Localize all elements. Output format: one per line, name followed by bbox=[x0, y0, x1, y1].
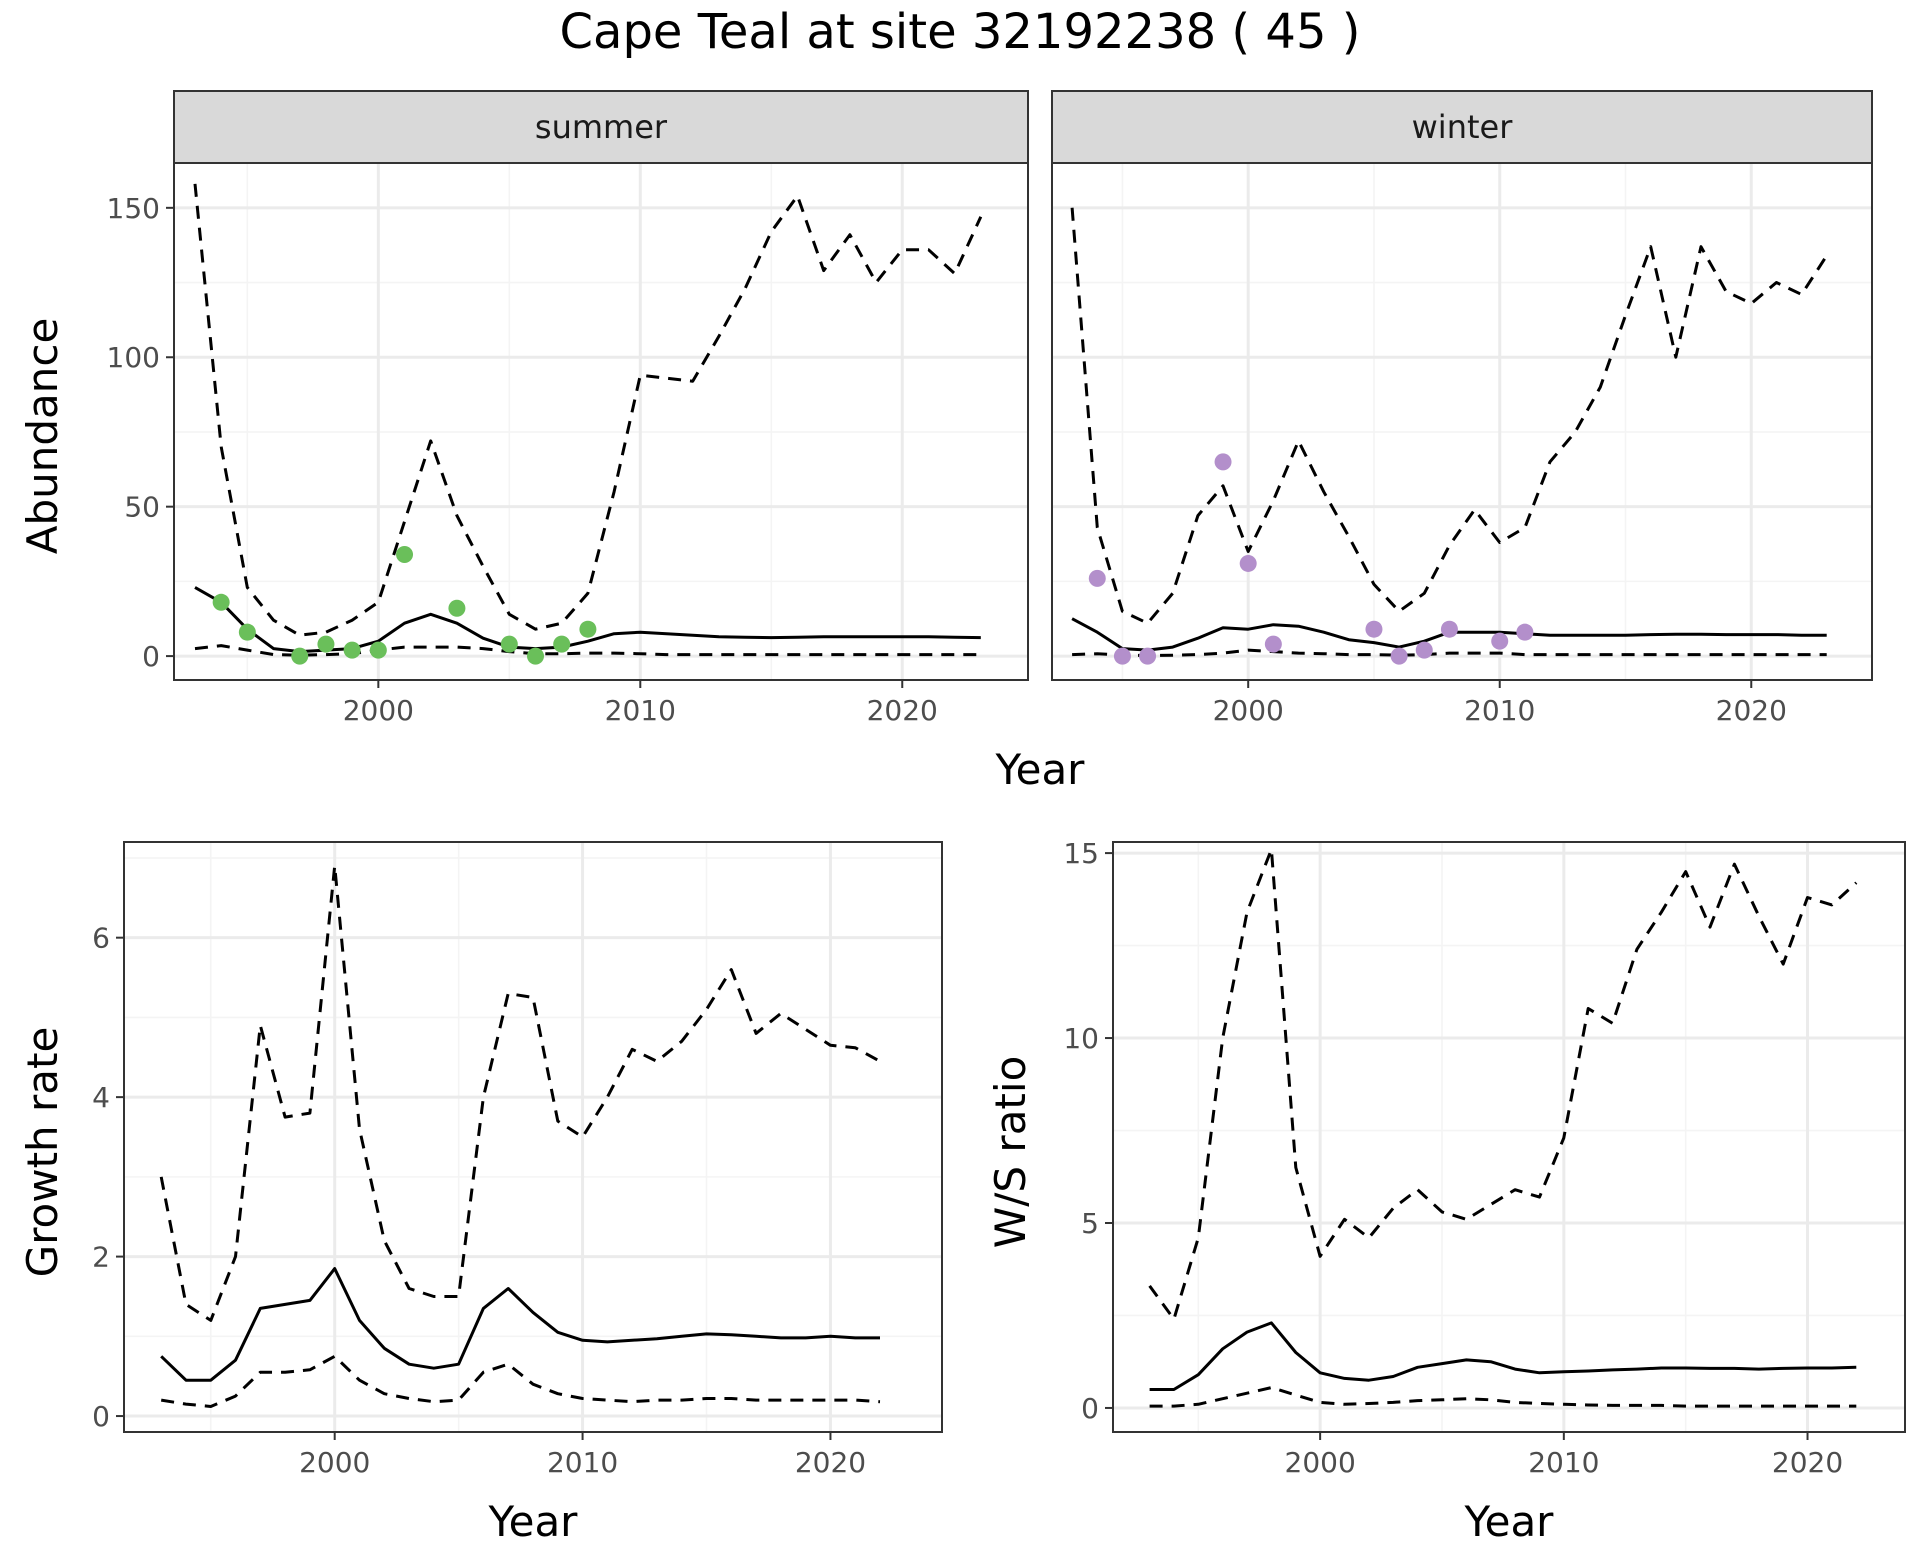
facet-strip bbox=[1051, 90, 1873, 164]
panel-ratio: 2000 2010 2020 0 5 10 15 Year W/S ratio bbox=[986, 837, 1906, 1546]
data-point bbox=[238, 623, 256, 641]
series-upper-line bbox=[1070, 207, 1828, 625]
series-lower-line bbox=[1072, 648, 1827, 657]
y-tick-label: 50 bbox=[124, 491, 160, 524]
panel-summer: summer 2000 2010 2020 0 50 100 150 Abundance bbox=[18, 90, 1029, 727]
y-tick-label: 0 bbox=[92, 1400, 110, 1433]
data-point bbox=[1113, 647, 1131, 665]
facet-strip-label: winter bbox=[1412, 108, 1514, 146]
y-axis-label: W/S ratio bbox=[986, 1056, 1035, 1249]
y-tick-label: 15 bbox=[1063, 837, 1099, 870]
y-tick-label: 0 bbox=[1081, 1392, 1099, 1425]
data-point bbox=[212, 593, 230, 611]
figure-title: Cape Teal at site 32192238 ( 45 ) bbox=[560, 4, 1361, 60]
y-tick-label: 0 bbox=[142, 640, 160, 673]
data-point bbox=[1214, 453, 1232, 471]
y-tick-label: 5 bbox=[1081, 1207, 1099, 1240]
x-axis-label: Year bbox=[1464, 1497, 1555, 1546]
data-point bbox=[1365, 620, 1383, 638]
series-upper-line bbox=[159, 864, 881, 1322]
x-tick-label: 2010 bbox=[547, 1446, 618, 1479]
y-tick-label: 100 bbox=[107, 341, 160, 374]
series-mean-line bbox=[160, 1267, 880, 1382]
panel-border bbox=[123, 841, 943, 1433]
y-axis-label: Growth rate bbox=[18, 1027, 67, 1278]
x-tick-label: 2000 bbox=[343, 694, 414, 727]
x-tick-label: 2010 bbox=[605, 694, 676, 727]
data-point bbox=[579, 620, 597, 638]
data-point bbox=[500, 635, 518, 653]
data-point bbox=[1491, 632, 1509, 650]
x-tick-label: 2010 bbox=[1528, 1446, 1599, 1479]
x-tick-label: 2020 bbox=[795, 1446, 866, 1479]
series-upper-line bbox=[1148, 847, 1858, 1321]
y-tick-label: 2 bbox=[92, 1241, 110, 1274]
plot-area bbox=[124, 842, 942, 1432]
data-point bbox=[1390, 647, 1408, 665]
panel-growth: 2000 2010 2020 0 2 4 6 Year Growth rate bbox=[18, 841, 943, 1546]
data-point bbox=[448, 599, 466, 617]
series-mean-line bbox=[1149, 1321, 1857, 1391]
data-point bbox=[291, 647, 309, 665]
x-tick-label: 2010 bbox=[1464, 694, 1535, 727]
x-tick-label: 2000 bbox=[1213, 694, 1284, 727]
data-point bbox=[343, 641, 361, 659]
series-lower-line bbox=[160, 1354, 881, 1408]
series-upper-line bbox=[193, 183, 983, 637]
data-point bbox=[1415, 641, 1433, 659]
data-point bbox=[369, 641, 387, 659]
y-tick-label: 6 bbox=[92, 922, 110, 955]
panel-winter: winter 2000 2010 2020 bbox=[1051, 90, 1873, 727]
x-tick-label: 2020 bbox=[867, 694, 938, 727]
data-point bbox=[317, 635, 335, 653]
facet-strip bbox=[173, 90, 1029, 164]
facet-strip-label: summer bbox=[535, 108, 668, 146]
plot-area bbox=[174, 163, 1028, 680]
data-point bbox=[1139, 647, 1157, 665]
data-point bbox=[1264, 635, 1282, 653]
panel-border bbox=[1112, 841, 1906, 1433]
top-x-axis-label: Year bbox=[995, 745, 1086, 794]
data-point bbox=[1239, 554, 1257, 572]
x-tick-label: 2020 bbox=[1772, 1446, 1843, 1479]
data-point bbox=[1440, 620, 1458, 638]
x-axis-label: Year bbox=[488, 1497, 579, 1546]
data-point bbox=[1516, 623, 1534, 641]
plot-area bbox=[1052, 163, 1872, 680]
data-point bbox=[1088, 569, 1106, 587]
data-point bbox=[553, 635, 571, 653]
series-lower-line bbox=[1149, 1386, 1857, 1408]
x-tick-label: 2000 bbox=[1285, 1446, 1356, 1479]
x-tick-label: 2020 bbox=[1716, 694, 1787, 727]
data-point bbox=[396, 545, 414, 563]
x-tick-label: 2000 bbox=[299, 1446, 370, 1479]
data-point bbox=[527, 647, 545, 665]
y-tick-label: 150 bbox=[107, 192, 160, 225]
y-tick-label: 10 bbox=[1063, 1022, 1099, 1055]
y-axis-label: Abundance bbox=[18, 318, 67, 555]
y-tick-label: 4 bbox=[92, 1081, 110, 1114]
